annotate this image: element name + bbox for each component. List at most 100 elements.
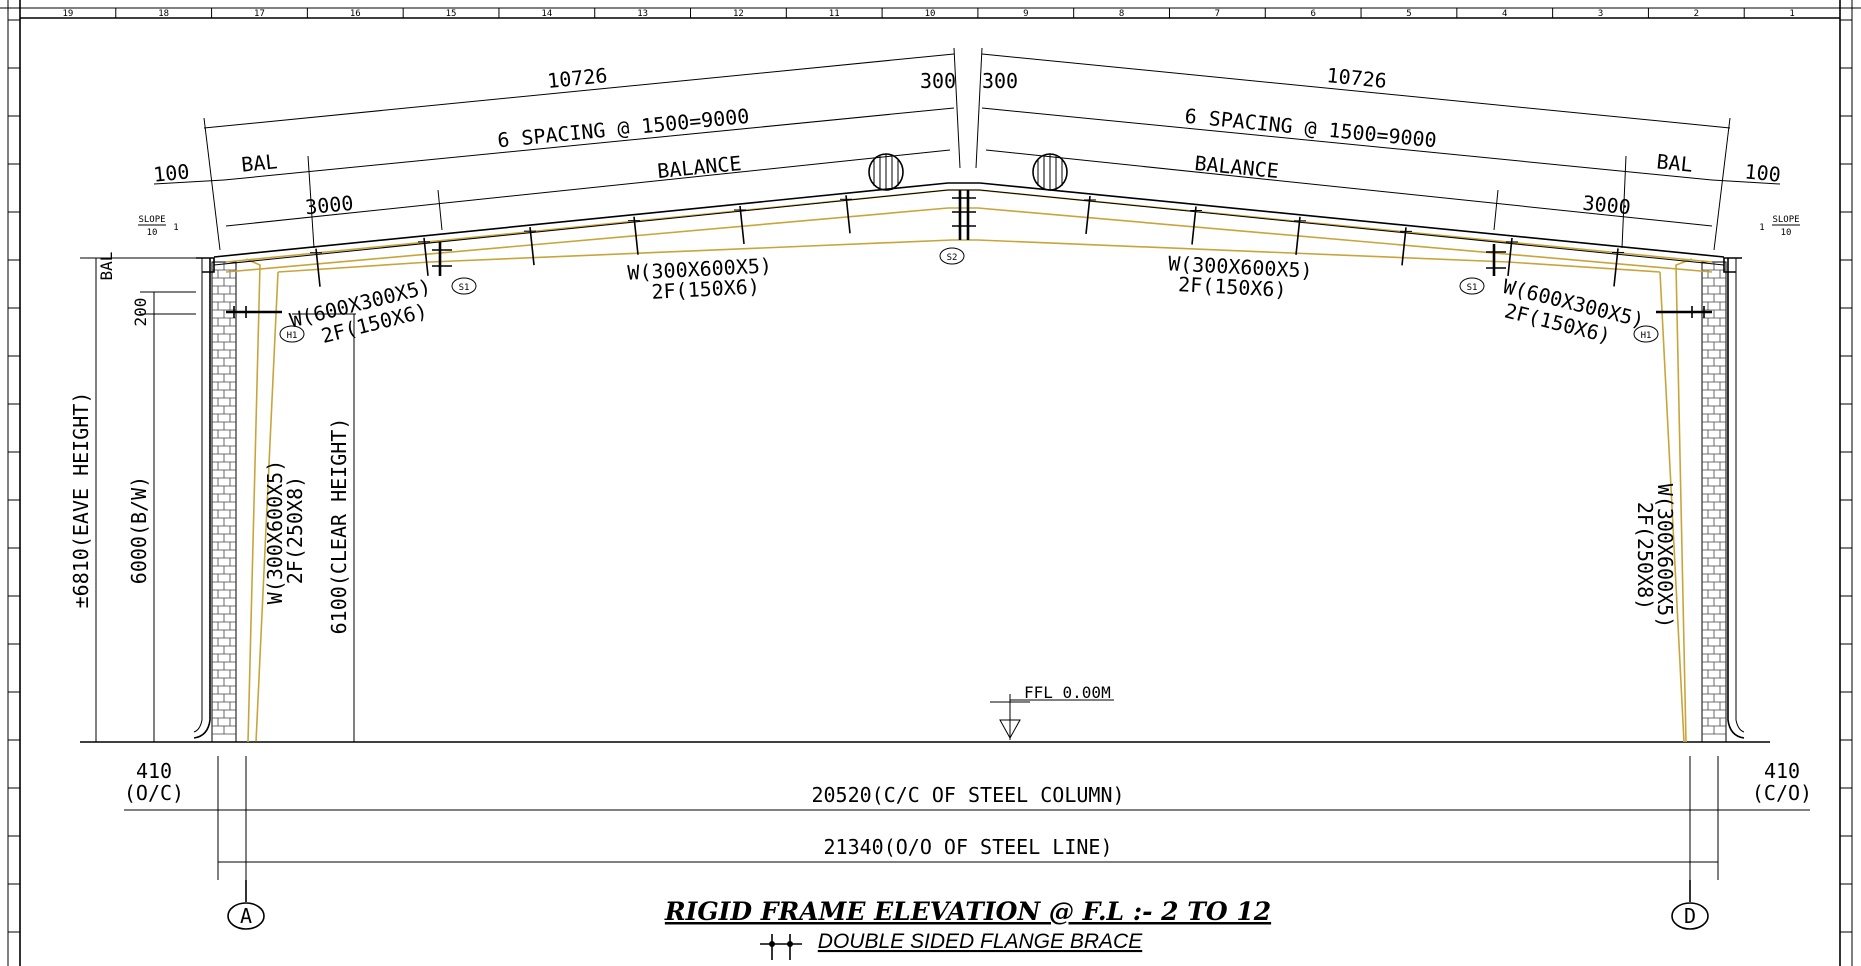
member-rafter-center-left-2: 2F(150X6) (651, 274, 760, 304)
flange-brace-symbol (760, 934, 802, 960)
height-dimension-lines (80, 257, 356, 742)
tag-s2-text: S2 (947, 253, 958, 263)
ffl-label: FFL 0.00M (1024, 683, 1111, 702)
border-number: 11 (829, 9, 840, 19)
gridline-A: A (227, 880, 265, 930)
dim-purlin-left: 3000 (304, 191, 354, 220)
tag-s1-right-text: S1 (1467, 283, 1478, 293)
tag-h1-right: H1 (1633, 325, 1659, 343)
tag-s2: S2 (939, 247, 965, 265)
dim-purlin-right: 3000 (1582, 191, 1632, 220)
span-dimension-lines (124, 756, 1810, 902)
right-brick-wall (1701, 257, 1745, 743)
drawing-title: RIGID FRAME ELEVATION @ F.L :- 2 TO 12 (664, 897, 1271, 926)
purlin (1191, 206, 1197, 245)
dim-overhang-right: 100 (1744, 159, 1782, 186)
border-number: 5 (1406, 9, 1411, 19)
slope-label-right: SLOPE (1772, 215, 1799, 225)
slope-label-left: SLOPE (138, 215, 165, 225)
gridline-label-left: A (240, 904, 252, 928)
dim-cc-span: 20520(C/C OF STEEL COLUMN) (811, 783, 1124, 807)
border-ticks (8, 8, 1852, 933)
dim-rafter-left: 10726 (546, 63, 608, 93)
dim-eave-height: ±6810(EAVE HEIGHT) (69, 392, 93, 609)
ridge-splice (952, 190, 976, 240)
border-number: 15 (446, 9, 457, 19)
dim-rafter-right: 10726 (1326, 63, 1388, 93)
border-number: 18 (158, 9, 169, 19)
dim-ridge-right: 300 (982, 69, 1018, 93)
border-number: 8 (1119, 9, 1124, 19)
dim-ridge-left: 300 (920, 69, 956, 93)
dim-left-offset-note: (O/C) (124, 781, 184, 805)
member-column-right-1: W(300X600X5) (1653, 484, 1677, 629)
left-brick-wall (193, 257, 237, 743)
purlin (529, 227, 535, 266)
purlin (1613, 248, 1619, 287)
roof-sheeting (196, 182, 1742, 273)
dim-eave-200: 200 (131, 298, 150, 327)
dim-right-offset-note: (C/O) (1752, 781, 1812, 805)
dim-oo-span: 21340(O/O OF STEEL LINE) (824, 835, 1113, 859)
dim-clear-height: 6100(CLEAR HEIGHT) (327, 418, 351, 635)
member-rafter-center-right-2: 2F(150X6) (1178, 272, 1287, 302)
slope-run-left: 10 (147, 228, 158, 238)
purlin (1295, 216, 1301, 255)
purlin (315, 248, 321, 287)
border-number: 6 (1310, 9, 1315, 19)
border-numbers: 19 18 17 16 15 14 13 12 11 10 9 8 7 6 5 4 3 2 1 (62, 9, 1794, 19)
tag-h1-left-text: H1 (287, 331, 298, 341)
border-number: 1 (1789, 9, 1794, 19)
tag-s1-right: S1 (1459, 277, 1485, 295)
tag-h1-left: H1 (279, 325, 305, 343)
tag-h1-right-text: H1 (1641, 331, 1652, 341)
purlin (1401, 227, 1407, 266)
legend-label: DOUBLE SIDED FLANGE BRACE (818, 930, 1143, 953)
border-number: 13 (637, 9, 648, 19)
border-number: 4 (1502, 9, 1507, 19)
border-number: 7 (1215, 9, 1220, 19)
slope-indicator-right: SLOPE 10 1 (1759, 215, 1800, 238)
slope-run-right: 10 (1781, 228, 1792, 238)
dim-eave-bal: BAL (97, 252, 116, 281)
splice-right (1486, 244, 1506, 276)
border-number: 2 (1694, 9, 1699, 19)
member-column-left-2: 2F(250X8) (283, 476, 307, 584)
gridline-label-right: D (1684, 904, 1696, 928)
haunch-left (226, 306, 282, 318)
border-number: 14 (541, 9, 552, 19)
tag-s1-left: S1 (451, 277, 477, 295)
purlin (739, 205, 745, 245)
dim-right-offset: 410 (1764, 759, 1800, 783)
border-number: 10 (925, 9, 936, 19)
rafter-dimension-lines (153, 47, 1781, 251)
dim-bal-right: BAL (1656, 149, 1694, 176)
purlin (633, 216, 639, 255)
border-number: 9 (1023, 9, 1028, 19)
border-number: 12 (733, 9, 744, 19)
slope-rise-right: 1 (1759, 223, 1764, 233)
purlin (423, 237, 429, 276)
slope-rise-left: 1 (173, 223, 178, 233)
dim-bw-height: 6000(B/W) (127, 476, 151, 584)
border-number: 16 (350, 9, 361, 19)
ffl-marker (990, 694, 1114, 740)
dim-left-offset: 410 (136, 759, 172, 783)
haunch-right (1656, 306, 1712, 318)
purlin (1085, 195, 1091, 235)
border-number: 17 (254, 9, 265, 19)
ridge-ventilator-left (868, 153, 904, 191)
gridline-D: D (1671, 880, 1709, 930)
purlin (845, 195, 851, 234)
ridge-ventilator-right (1032, 153, 1068, 191)
member-column-right-2: 2F(250X8) (1633, 502, 1657, 610)
member-column-left-1: W(300X600X5) (263, 460, 287, 605)
splice-left (432, 242, 452, 276)
border-number: 3 (1598, 9, 1603, 19)
purlin (1507, 237, 1513, 276)
dim-overhang-left: 100 (152, 159, 190, 186)
purlins (310, 195, 1624, 287)
tag-s1-left-text: S1 (459, 283, 470, 293)
